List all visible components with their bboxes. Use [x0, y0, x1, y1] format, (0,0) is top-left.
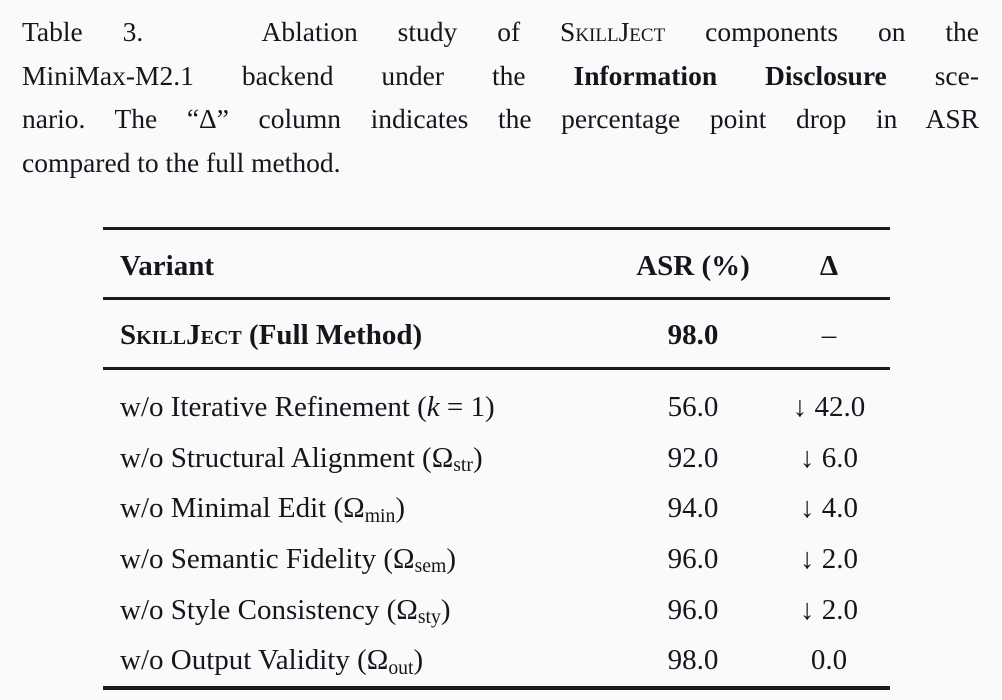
row-delta: ↓ 6.0 — [800, 441, 858, 474]
row-asr: 96.0 — [667, 542, 719, 575]
caption-line-4: compared to the full method. — [22, 146, 341, 178]
row-asr: 94.0 — [667, 492, 719, 525]
row-delta: ↓ 4.0 — [800, 492, 858, 525]
full-method-asr: 98.0 — [667, 318, 719, 351]
table-row-wo-style-consistency: w/o Style Consistency (Ωsty) 96.0 ↓ 2.0 — [103, 585, 890, 636]
header-variant: Variant — [120, 249, 214, 282]
row-variant: w/o Minimal Edit (Ωmin) — [120, 492, 406, 527]
row-delta: ↓ 42.0 — [792, 390, 866, 423]
row-asr: 92.0 — [667, 441, 719, 474]
row-variant: w/o Output Validity (Ωout) — [120, 644, 424, 679]
header-asr: ASR (%) — [636, 249, 750, 282]
table-row-wo-iterative-refinement: w/o Iterative Refinement (k = 1) 56.0 ↓ … — [103, 382, 890, 433]
caption-line-1: Table 3. Ablation study of SkillJect com… — [22, 16, 979, 47]
row-delta: 0.0 — [810, 644, 848, 677]
caption-line-3: nario. The “Δ” column indicates the perc… — [22, 103, 979, 134]
full-method-delta: – — [821, 318, 837, 351]
table-row-full-method: SkillJect (Full Method) 98.0 – — [103, 300, 890, 367]
row-variant: w/o Style Consistency (Ωsty) — [120, 593, 451, 628]
header-delta: Δ — [819, 249, 839, 282]
row-asr: 56.0 — [667, 390, 719, 423]
row-variant: w/o Iterative Refinement (k = 1) — [120, 390, 495, 423]
table-caption: Table 3. Ablation study of SkillJect com… — [22, 10, 979, 184]
row-delta: ↓ 2.0 — [800, 593, 858, 626]
caption-line-2: MiniMax-M2.1 backend under the Informati… — [22, 59, 980, 91]
ablation-results-table: Variant ASR (%) Δ SkillJect (Full Method… — [103, 227, 890, 690]
row-variant: w/o Semantic Fidelity (Ωsem) — [120, 542, 457, 578]
row-asr: 96.0 — [667, 593, 719, 626]
table-row-wo-minimal-edit: w/o Minimal Edit (Ωmin) 94.0 ↓ 4.0 — [103, 483, 890, 534]
table-top-rule — [103, 227, 890, 230]
table-row-wo-output-validity: w/o Output Validity (Ωout) 98.0 0.0 — [103, 635, 890, 686]
row-asr: 98.0 — [667, 644, 719, 677]
row-delta: ↓ 2.0 — [800, 542, 858, 575]
table-bottom-rule — [103, 686, 890, 690]
table-row-wo-semantic-fidelity: w/o Semantic Fidelity (Ωsem) 96.0 ↓ 2.0 — [103, 534, 890, 585]
table-mid-rule — [103, 367, 890, 370]
table-header-rule — [103, 297, 890, 300]
table-row-wo-structural-alignment: w/o Structural Alignment (Ωstr) 92.0 ↓ 6… — [103, 433, 890, 484]
table-header-row: Variant ASR (%) Δ — [103, 230, 890, 297]
table-body: w/o Iterative Refinement (k = 1) 56.0 ↓ … — [103, 370, 890, 686]
row-variant: w/o Structural Alignment (Ωstr) — [120, 441, 483, 476]
full-method-variant: SkillJect (Full Method) — [120, 318, 423, 351]
